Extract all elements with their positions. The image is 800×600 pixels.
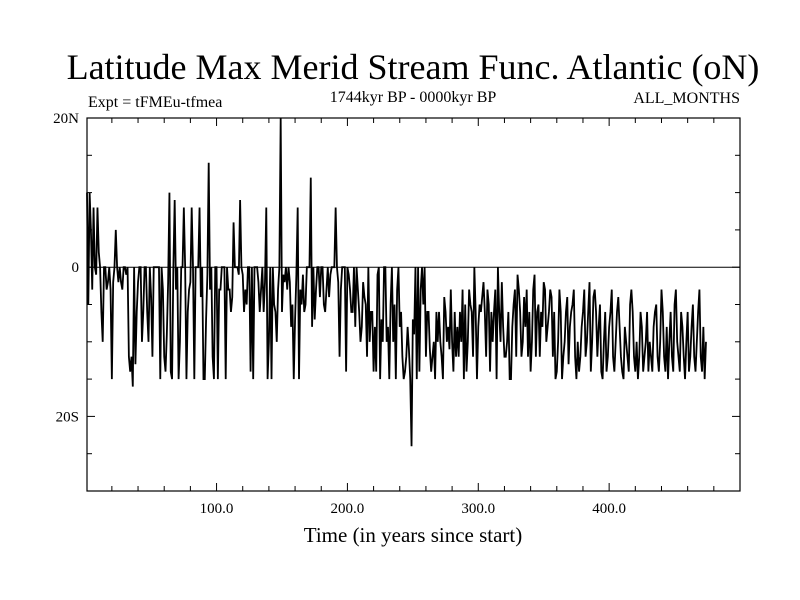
chart-title: Latitude Max Merid Stream Func. Atlantic… — [67, 47, 760, 87]
x-tick-label: 300.0 — [461, 501, 495, 517]
plot-frame — [86, 117, 741, 492]
axis-ticks — [87, 117, 740, 491]
y-tick-label: 0 — [72, 260, 80, 276]
series-line — [86, 117, 707, 447]
x-tick-label: 100.0 — [200, 501, 234, 517]
x-axis-label: Time (in years since start) — [304, 523, 523, 547]
tick-labels: 20N 0 20S 100.0 200.0 300.0 400.0 — [53, 111, 626, 517]
x-tick-label: 200.0 — [331, 501, 365, 517]
y-tick-label: 20N — [53, 111, 79, 127]
right-subtitle: ALL_MONTHS — [633, 90, 740, 107]
x-tick-label: 400.0 — [592, 501, 626, 517]
center-subtitle: 1744kyr BP - 0000kyr BP — [330, 89, 497, 106]
left-subtitle: Expt = tFMEu-tfmea — [88, 94, 222, 111]
y-tick-label: 20S — [56, 409, 79, 425]
